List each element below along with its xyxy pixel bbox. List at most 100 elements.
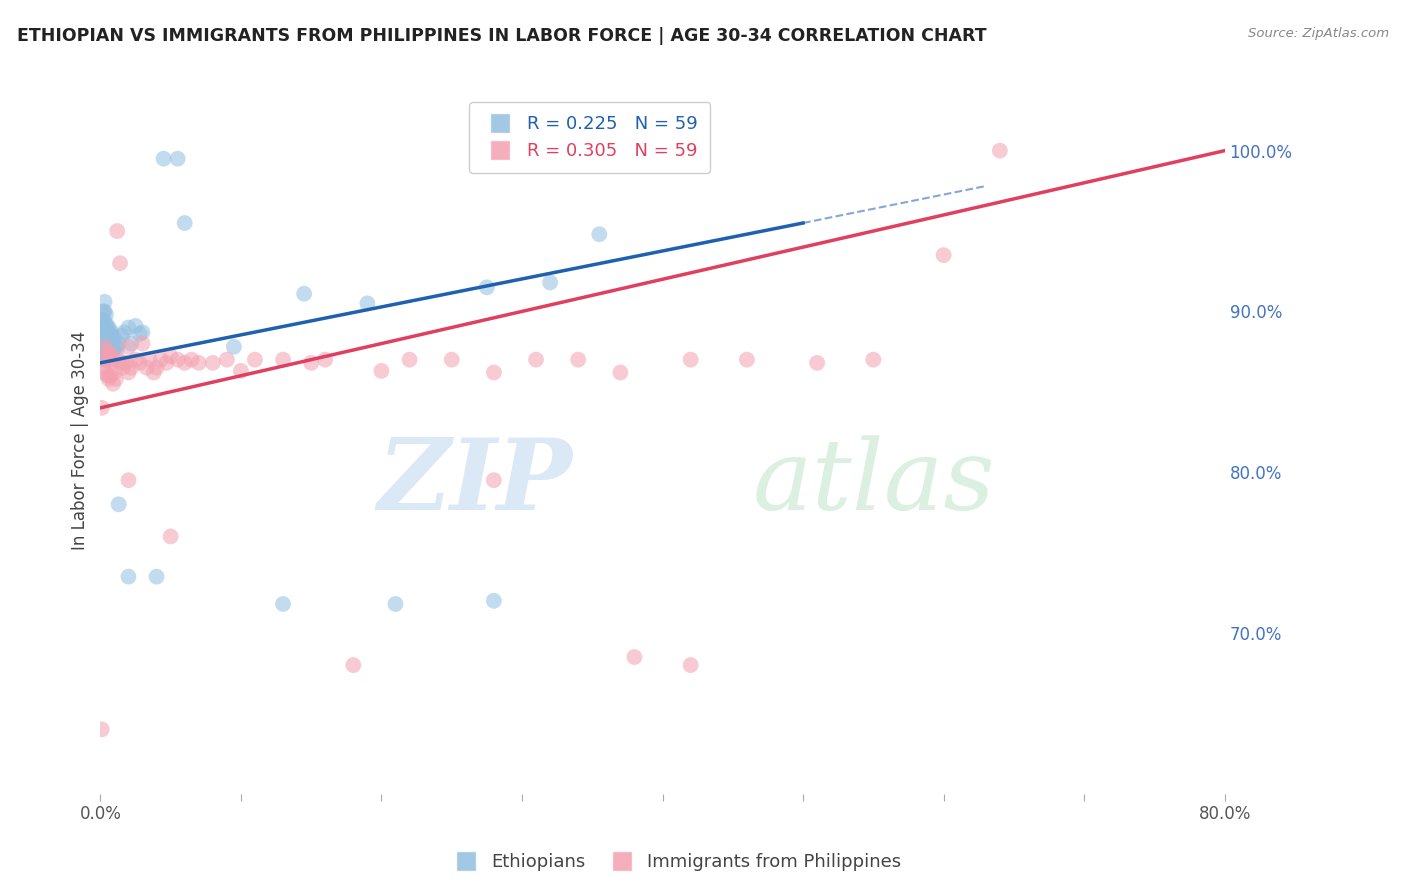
- Point: [173, 216, 195, 230]
- Point: [98, 336, 121, 351]
- Point: [93, 314, 115, 328]
- Point: [103, 342, 125, 356]
- Point: [110, 328, 132, 343]
- Point: [588, 227, 610, 242]
- Point: [96, 332, 118, 346]
- Point: [103, 366, 125, 380]
- Point: [90, 343, 112, 357]
- Point: [271, 352, 294, 367]
- Point: [145, 360, 167, 375]
- Point: [97, 330, 120, 344]
- Point: [93, 334, 115, 348]
- Point: [96, 320, 118, 334]
- Point: [98, 346, 121, 360]
- Point: [482, 473, 505, 487]
- Point: [117, 340, 139, 354]
- Point: [107, 352, 129, 367]
- Point: [117, 320, 139, 334]
- Text: atlas: atlas: [752, 434, 995, 530]
- Point: [101, 343, 124, 357]
- Point: [104, 372, 127, 386]
- Point: [117, 473, 139, 487]
- Point: [93, 340, 115, 354]
- Point: [90, 334, 112, 348]
- Point: [107, 497, 129, 511]
- Point: [679, 352, 702, 367]
- Point: [91, 334, 114, 348]
- Point: [567, 352, 589, 367]
- Point: [356, 296, 378, 310]
- Point: [111, 360, 134, 375]
- Point: [166, 352, 188, 367]
- Point: [90, 723, 112, 737]
- Point: [131, 326, 153, 340]
- Point: [100, 356, 122, 370]
- Point: [475, 280, 498, 294]
- Point: [173, 356, 195, 370]
- Point: [201, 356, 224, 370]
- Point: [538, 276, 561, 290]
- Point: [180, 352, 202, 367]
- Point: [131, 336, 153, 351]
- Point: [679, 658, 702, 673]
- Point: [932, 248, 955, 262]
- Point: [103, 330, 125, 344]
- Point: [292, 286, 315, 301]
- Point: [117, 569, 139, 583]
- Point: [152, 152, 174, 166]
- Point: [100, 344, 122, 359]
- Y-axis label: In Labor Force | Age 30-34: In Labor Force | Age 30-34: [72, 330, 89, 549]
- Point: [142, 366, 165, 380]
- Point: [101, 376, 124, 391]
- Point: [101, 334, 124, 348]
- Point: [229, 364, 252, 378]
- Legend: R = 0.225   N = 59, R = 0.305   N = 59: R = 0.225 N = 59, R = 0.305 N = 59: [470, 103, 710, 173]
- Point: [91, 320, 114, 334]
- Point: [98, 346, 121, 360]
- Point: [93, 343, 115, 357]
- Point: [96, 352, 118, 367]
- Point: [149, 352, 172, 367]
- Point: [120, 336, 142, 351]
- Point: [94, 352, 117, 367]
- Point: [524, 352, 547, 367]
- Point: [101, 352, 124, 367]
- Point: [159, 529, 181, 543]
- Point: [93, 352, 115, 367]
- Point: [105, 224, 128, 238]
- Point: [623, 650, 645, 665]
- Point: [482, 366, 505, 380]
- Point: [187, 356, 209, 370]
- Point: [128, 356, 150, 370]
- Point: [97, 350, 120, 364]
- Point: [166, 152, 188, 166]
- Point: [105, 342, 128, 356]
- Point: [96, 344, 118, 359]
- Point: [862, 352, 884, 367]
- Point: [120, 360, 142, 375]
- Point: [735, 352, 758, 367]
- Point: [94, 328, 117, 343]
- Point: [370, 364, 392, 378]
- Point: [90, 401, 112, 415]
- Point: [114, 356, 136, 370]
- Point: [384, 597, 406, 611]
- Point: [93, 366, 115, 380]
- Point: [440, 352, 463, 367]
- Point: [145, 569, 167, 583]
- Point: [155, 356, 177, 370]
- Point: [128, 326, 150, 341]
- Point: [93, 294, 115, 309]
- Point: [299, 356, 322, 370]
- Text: Source: ZipAtlas.com: Source: ZipAtlas.com: [1249, 27, 1389, 40]
- Point: [271, 597, 294, 611]
- Point: [159, 350, 181, 364]
- Point: [97, 372, 120, 386]
- Point: [91, 304, 114, 318]
- Point: [609, 366, 631, 380]
- Point: [90, 312, 112, 326]
- Point: [94, 350, 117, 364]
- Point: [342, 658, 364, 673]
- Point: [138, 352, 160, 367]
- Point: [97, 340, 120, 354]
